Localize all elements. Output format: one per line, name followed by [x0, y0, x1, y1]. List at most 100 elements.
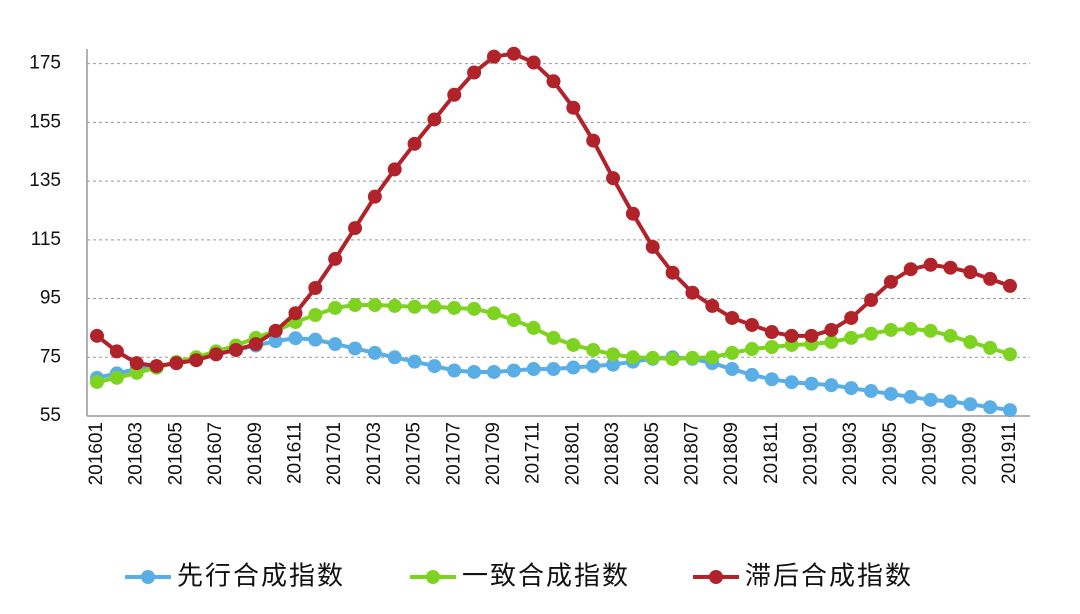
data-point	[963, 397, 978, 412]
data-point	[665, 352, 680, 367]
data-point	[407, 354, 422, 369]
y-tick-label: 55	[40, 405, 61, 426]
data-point	[1003, 278, 1017, 293]
y-tick-label: 75	[40, 346, 61, 367]
y-tick-label: 115	[31, 229, 61, 250]
data-point	[328, 300, 343, 315]
data-point	[447, 363, 462, 378]
data-point	[407, 299, 422, 314]
legend-marker	[709, 570, 723, 584]
data-point	[983, 400, 998, 415]
data-point	[586, 359, 601, 374]
data-point	[308, 308, 323, 323]
data-point	[288, 306, 303, 321]
data-point	[824, 378, 839, 393]
data-point	[387, 162, 402, 177]
data-point	[983, 340, 998, 355]
x-tick-label: 201703	[364, 422, 385, 485]
data-point	[486, 49, 501, 64]
data-point	[149, 359, 164, 374]
data-point	[129, 365, 144, 380]
data-point	[1003, 347, 1017, 362]
data-point	[248, 337, 263, 352]
data-point	[506, 46, 521, 61]
data-point	[109, 344, 124, 359]
data-point	[467, 301, 482, 316]
data-point	[526, 320, 541, 335]
data-point	[546, 362, 561, 377]
data-point	[506, 312, 521, 327]
data-point	[705, 350, 720, 365]
data-point	[844, 330, 859, 345]
x-tick-label: 201803	[602, 422, 623, 485]
data-point	[725, 310, 740, 325]
data-point	[467, 65, 482, 80]
data-point	[427, 112, 442, 127]
data-point	[883, 274, 898, 289]
data-point	[744, 367, 759, 382]
data-point	[526, 55, 541, 70]
data-point	[606, 171, 621, 186]
data-point	[606, 347, 621, 362]
data-point	[348, 298, 363, 313]
series	[90, 298, 1017, 389]
data-point	[764, 325, 779, 340]
x-tick-label: 201609	[245, 422, 266, 485]
data-point	[427, 359, 442, 374]
x-tick-label: 201601	[86, 422, 107, 485]
data-point	[506, 363, 521, 378]
data-point	[883, 386, 898, 401]
data-point	[645, 239, 660, 254]
y-tick-label: 155	[29, 111, 61, 132]
data-point	[764, 340, 779, 355]
data-point	[903, 389, 918, 404]
x-tick-label: 201709	[483, 422, 504, 485]
x-tick-label: 201805	[642, 422, 663, 485]
data-point	[228, 342, 243, 357]
data-point	[903, 262, 918, 277]
data-point	[367, 189, 382, 204]
data-point	[328, 337, 343, 352]
data-point	[864, 326, 879, 341]
legend-marker	[141, 570, 155, 584]
x-tick-label: 201705	[404, 422, 425, 485]
legend-label: 滞后合成指数	[745, 562, 913, 592]
data-point	[486, 364, 501, 379]
data-point	[705, 298, 720, 313]
data-point	[546, 74, 561, 89]
data-point	[546, 330, 561, 345]
data-point	[923, 257, 938, 272]
data-point	[348, 341, 363, 356]
data-point	[764, 372, 779, 387]
x-tick-label: 201901	[801, 422, 822, 485]
legend-label: 一致合成指数	[462, 562, 630, 592]
data-point	[407, 136, 422, 151]
x-tick-label: 201909	[959, 422, 980, 485]
x-tick-label: 201903	[840, 422, 861, 485]
data-point	[824, 322, 839, 337]
legend-marker	[426, 570, 440, 584]
data-point	[744, 342, 759, 357]
data-point	[824, 335, 839, 350]
data-point	[923, 323, 938, 338]
data-point	[725, 345, 740, 360]
data-point	[288, 331, 303, 346]
data-point	[744, 317, 759, 332]
data-point	[963, 265, 978, 280]
x-tick-label: 201911	[999, 422, 1020, 484]
data-point	[308, 332, 323, 347]
data-point	[864, 293, 879, 308]
data-point	[427, 299, 442, 314]
x-tick-label: 201611	[284, 422, 305, 484]
data-point	[209, 347, 224, 362]
data-point	[864, 384, 879, 399]
data-point	[268, 323, 283, 338]
x-tick-label: 201905	[880, 422, 901, 485]
data-point	[387, 350, 402, 365]
series	[90, 46, 1017, 374]
data-point	[923, 392, 938, 407]
data-point	[328, 251, 343, 266]
x-tick-label: 201607	[205, 422, 226, 485]
data-point	[625, 350, 640, 365]
x-tick-label: 201809	[721, 422, 742, 485]
